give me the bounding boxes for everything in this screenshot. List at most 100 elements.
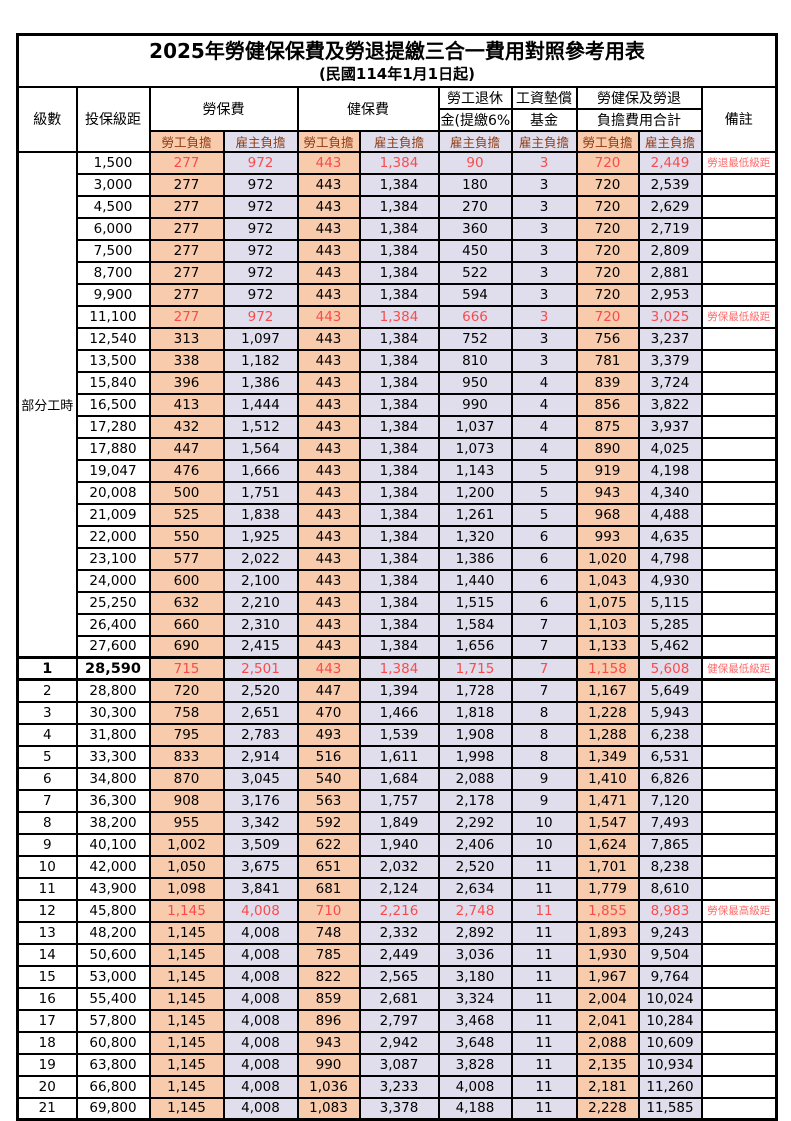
cell-bracket: 69,800 [75, 1096, 151, 1121]
cell-bracket: 3,000 [75, 172, 151, 197]
cell-bracket: 12,540 [75, 326, 151, 351]
table-row: 19,047 476 1,666 443 1,384 1,143 5 919 4,198 [18, 458, 778, 483]
cell-total-employer: 4,025 [637, 436, 703, 461]
cell-bracket: 43,900 [75, 876, 151, 901]
cell-total-employee: 875 [575, 414, 640, 439]
cell-fund-employer: 4 [510, 392, 578, 417]
cell-total-employee: 720 [575, 238, 640, 263]
cell-total-employer: 11,585 [637, 1096, 703, 1121]
cell-labor-employer: 4,008 [222, 986, 299, 1011]
cell-health-employee: 1,083 [296, 1096, 361, 1121]
cell-labor-employer: 972 [222, 216, 299, 241]
cell-health-employee: 443 [296, 656, 361, 681]
cell-fund-employer: 11 [510, 1074, 578, 1099]
cell-level: 8 [16, 810, 78, 835]
cell-remark [700, 678, 778, 703]
cell-labor-employer: 1,564 [222, 436, 299, 461]
cell-total-employer: 6,238 [637, 722, 703, 747]
cell-pension-employer: 3,468 [437, 1008, 513, 1033]
cell-total-employee: 1,167 [575, 678, 640, 703]
cell-labor-employee: 277 [148, 216, 225, 241]
cell-labor-employee: 1,002 [148, 832, 225, 857]
cell-labor-employer: 4,008 [222, 964, 299, 989]
header-level: 級數 [16, 85, 78, 153]
cell-health-employee: 470 [296, 700, 361, 725]
cell-health-employee: 859 [296, 986, 361, 1011]
cell-fund-employer: 11 [510, 1030, 578, 1055]
cell-fund-employer: 9 [510, 766, 578, 791]
header-remark: 備註 [700, 85, 778, 153]
cell-total-employee: 1,075 [575, 590, 640, 615]
cell-fund-employer: 9 [510, 788, 578, 813]
cell-labor-employer: 4,008 [222, 1074, 299, 1099]
cell-remark [700, 590, 778, 615]
cell-health-employee: 443 [296, 524, 361, 549]
cell-total-employee: 2,228 [575, 1096, 640, 1121]
cell-labor-employer: 1,097 [222, 326, 299, 351]
cell-bracket: 28,800 [75, 678, 151, 703]
title-cell: 2025年勞健保保費及勞退提繳三合一費用對照參考用表 (民國114年1月1日起) [16, 33, 778, 88]
cell-labor-employee: 277 [148, 304, 225, 329]
cell-total-employee: 1,893 [575, 920, 640, 945]
cell-total-employee: 1,103 [575, 612, 640, 637]
table-row: 15,840 396 1,386 443 1,384 950 4 839 3,724 [18, 370, 778, 395]
table-row: 4,500 277 972 443 1,384 270 3 720 2,629 [18, 194, 778, 219]
cell-health-employer: 1,466 [358, 700, 440, 725]
cell-total-employee: 1,288 [575, 722, 640, 747]
cell-health-employer: 1,611 [358, 744, 440, 769]
cell-total-employer: 8,610 [637, 876, 703, 901]
cell-bracket: 11,100 [75, 304, 151, 329]
cell-pension-employer: 270 [437, 194, 513, 219]
subheader-health-employee: 勞工負擔 [296, 129, 361, 153]
cell-health-employee: 493 [296, 722, 361, 747]
cell-remark [700, 238, 778, 263]
cell-pension-employer: 1,073 [437, 436, 513, 461]
cell-bracket: 13,500 [75, 348, 151, 373]
cell-fund-employer: 11 [510, 1052, 578, 1077]
cell-health-employee: 443 [296, 238, 361, 263]
cell-bracket: 53,000 [75, 964, 151, 989]
cell-labor-employer: 4,008 [222, 942, 299, 967]
cell-health-employee: 443 [296, 612, 361, 637]
table-row: 12 45,800 1,145 4,008 710 2,216 2,748 11 1,855 8,… [16, 898, 778, 923]
cell-pension-employer: 2,178 [437, 788, 513, 813]
cell-total-employee: 943 [575, 480, 640, 505]
table-row: 9 40,100 1,002 3,509 622 1,940 2,406 10 1,624 7,8… [16, 832, 778, 857]
cell-level: 16 [16, 986, 78, 1011]
cell-pension-employer: 2,088 [437, 766, 513, 791]
cell-bracket: 42,000 [75, 854, 151, 879]
cell-pension-employer: 594 [437, 282, 513, 307]
cell-labor-employer: 2,100 [222, 568, 299, 593]
cell-pension-employer: 950 [437, 370, 513, 395]
cell-health-employer: 2,797 [358, 1008, 440, 1033]
cell-health-employer: 1,849 [358, 810, 440, 835]
cell-labor-employer: 3,045 [222, 766, 299, 791]
cell-pension-employer: 4,188 [437, 1096, 513, 1121]
cell-labor-employer: 1,512 [222, 414, 299, 439]
table-row: 20 66,800 1,145 4,008 1,036 3,233 4,008 11 2,181… [16, 1074, 778, 1099]
cell-remark [700, 1096, 778, 1121]
cell-health-employer: 1,684 [358, 766, 440, 791]
cell-bracket: 23,100 [75, 546, 151, 571]
cell-level: 9 [16, 832, 78, 857]
cell-health-employer: 1,757 [358, 788, 440, 813]
cell-health-employer: 1,384 [358, 304, 440, 329]
cell-labor-employer: 4,008 [222, 920, 299, 945]
cell-bracket: 40,100 [75, 832, 151, 857]
cell-remark [700, 414, 778, 439]
cell-fund-employer: 6 [510, 590, 578, 615]
cell-remark [700, 194, 778, 219]
cell-fund-employer: 3 [510, 260, 578, 285]
cell-health-employee: 1,036 [296, 1074, 361, 1099]
cell-labor-employee: 1,050 [148, 854, 225, 879]
cell-health-employee: 822 [296, 964, 361, 989]
cell-labor-employer: 1,666 [222, 458, 299, 483]
cell-health-employer: 2,124 [358, 876, 440, 901]
cell-bracket: 30,300 [75, 700, 151, 725]
cell-total-employee: 1,624 [575, 832, 640, 857]
cell-total-employer: 4,340 [637, 480, 703, 505]
cell-labor-employer: 1,751 [222, 480, 299, 505]
cell-labor-employee: 1,145 [148, 898, 225, 923]
cell-fund-employer: 6 [510, 568, 578, 593]
cell-pension-employer: 1,818 [437, 700, 513, 725]
